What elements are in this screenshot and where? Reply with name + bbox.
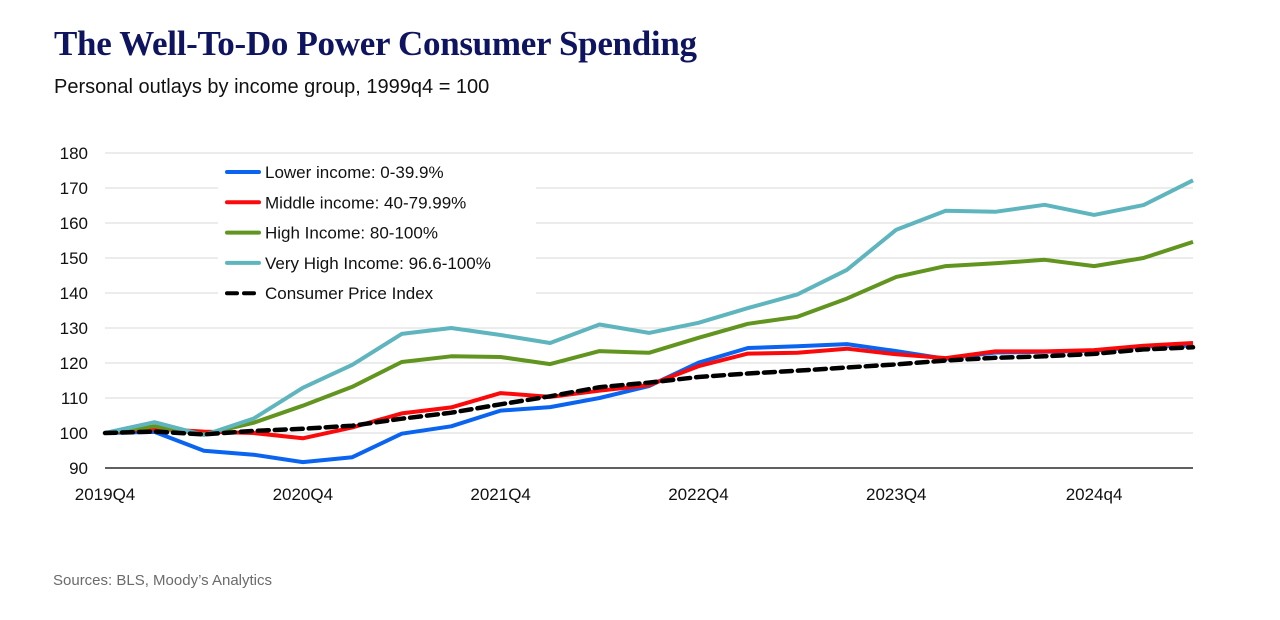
y-tick-label: 180	[60, 144, 88, 163]
y-tick-label: 150	[60, 249, 88, 268]
y-tick-label: 120	[60, 354, 88, 373]
chart-title: The Well-To-Do Power Consumer Spending	[54, 24, 697, 63]
series-line-very-high-income-96-6-100	[104, 178, 1194, 438]
x-tick-label: 2022Q4	[668, 485, 729, 504]
legend-label: Middle income: 40-79.99%	[265, 193, 466, 212]
x-tick-label: 2023Q4	[866, 485, 927, 504]
chart-subtitle: Personal outlays by income group, 1999q4…	[54, 76, 490, 98]
series-line-consumer-price-index	[102, 345, 1196, 437]
y-tick-label: 90	[69, 459, 88, 478]
legend-label: High Income: 80-100%	[265, 224, 438, 243]
y-tick-label: 140	[60, 284, 88, 303]
legend-label: Lower income: 0-39.9%	[265, 163, 444, 182]
x-tick-label: 2019Q4	[75, 485, 136, 504]
x-axis-ticks: 2019Q4 2020Q4 2021Q4 2022Q4 2023Q4 2024q4	[75, 485, 1123, 504]
series-lines	[102, 178, 1196, 465]
legend: Lower income: 0-39.9% Middle income: 40-7…	[225, 163, 491, 303]
source-note: Sources: BLS, Moody’s Analytics	[53, 572, 272, 589]
y-tick-label: 110	[61, 389, 88, 408]
legend-label: Consumer Price Index	[265, 284, 434, 303]
y-tick-label: 100	[60, 424, 88, 443]
y-tick-label: 130	[60, 319, 88, 338]
y-tick-label: 160	[60, 214, 88, 233]
y-tick-label: 170	[60, 179, 88, 198]
legend-label: Very High Income: 96.6-100%	[265, 254, 491, 273]
x-tick-label: 2020Q4	[273, 485, 334, 504]
x-tick-label: 2021Q4	[470, 485, 531, 504]
legend-background	[218, 160, 536, 308]
series-line-high-income-80-100	[104, 239, 1194, 437]
series-line-lower-income-0-39-9	[104, 342, 1194, 465]
series-line-middle-income-40-79-99	[104, 341, 1194, 441]
x-tick-label: 2024q4	[1066, 485, 1123, 504]
y-axis-ticks: 90 100 110 120 130 140 150 160 170 180	[60, 144, 88, 478]
